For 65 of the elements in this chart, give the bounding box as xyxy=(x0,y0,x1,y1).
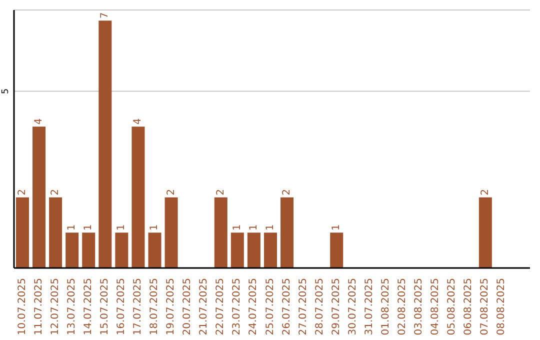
bar xyxy=(164,197,178,268)
bar xyxy=(264,232,277,268)
x-tick-label: 10.07.2025 xyxy=(16,278,28,336)
data-label: 1 xyxy=(331,224,342,231)
data-label: 2 xyxy=(166,188,177,196)
bar xyxy=(280,197,294,268)
bar xyxy=(230,232,244,268)
x-tick-label: 29.07.2025 xyxy=(330,278,342,336)
x-tick-label: 06.08.2025 xyxy=(463,278,474,336)
data-label: 4 xyxy=(34,118,45,125)
data-label: 1 xyxy=(248,224,260,231)
x-tick-label: 20.07.2025 xyxy=(182,278,194,336)
x-tick-label: 30.07.2025 xyxy=(347,278,358,336)
x-tick-label: 12.07.2025 xyxy=(50,278,61,336)
data-label: 2 xyxy=(50,188,62,196)
x-tick-label: 14.07.2025 xyxy=(82,278,94,336)
x-tick-label: 07.08.2025 xyxy=(480,278,491,336)
x-tick-label: 02.08.2025 xyxy=(397,278,408,336)
x-tick-label: 25.07.2025 xyxy=(264,278,276,336)
x-tick-label: 01.08.2025 xyxy=(380,278,392,336)
x-tick-label: 28.07.2025 xyxy=(314,278,326,336)
bar xyxy=(32,126,46,268)
data-label: 4 xyxy=(132,118,144,125)
x-tick-label: 05.08.2025 xyxy=(446,278,458,336)
x-tick-label: 18.07.2025 xyxy=(149,278,160,336)
x-tick-label: 08.08.2025 xyxy=(496,278,508,336)
x-tick-label: 27.07.2025 xyxy=(298,278,309,336)
bar xyxy=(16,197,29,268)
x-tick-label: 16.07.2025 xyxy=(116,278,127,336)
bar xyxy=(148,232,162,268)
bar xyxy=(214,197,228,268)
data-label: 2 xyxy=(215,188,226,196)
data-label: 2 xyxy=(16,188,28,196)
x-tick-label: 24.07.2025 xyxy=(248,278,260,336)
bar xyxy=(82,232,96,268)
x-tick-label: 31.07.2025 xyxy=(364,278,375,336)
x-tick-label: 03.08.2025 xyxy=(414,278,425,336)
bar xyxy=(330,232,344,268)
data-label: 1 xyxy=(232,224,243,231)
bar xyxy=(247,232,260,268)
bar xyxy=(66,232,79,268)
bar xyxy=(478,197,492,268)
data-label: 7 xyxy=(100,12,111,19)
data-label: 1 xyxy=(116,224,128,231)
x-tick-label: 26.07.2025 xyxy=(281,278,292,336)
bar xyxy=(132,126,145,268)
data-label: 2 xyxy=(282,188,293,196)
x-tick-label: 17.07.2025 xyxy=(132,278,144,336)
x-tick-label: 15.07.2025 xyxy=(99,278,110,336)
x-tick-label: 21.07.2025 xyxy=(198,278,210,336)
bar xyxy=(115,232,128,268)
bar xyxy=(49,197,62,268)
data-label: 2 xyxy=(480,188,491,196)
bar xyxy=(98,20,112,268)
data-label: 1 xyxy=(264,224,276,231)
x-tick-label: 23.07.2025 xyxy=(232,278,243,336)
data-label: 1 xyxy=(66,224,78,231)
x-tick-label: 11.07.2025 xyxy=(33,278,44,336)
x-tick-label: 22.07.2025 xyxy=(215,278,226,336)
y-tick-label: 5 xyxy=(1,88,11,94)
data-label: 1 xyxy=(149,224,160,231)
data-label: 1 xyxy=(83,224,94,231)
x-tick-label: 04.08.2025 xyxy=(430,278,442,336)
x-tick-label: 19.07.2025 xyxy=(166,278,177,336)
x-tick-label: 13.07.2025 xyxy=(66,278,78,336)
